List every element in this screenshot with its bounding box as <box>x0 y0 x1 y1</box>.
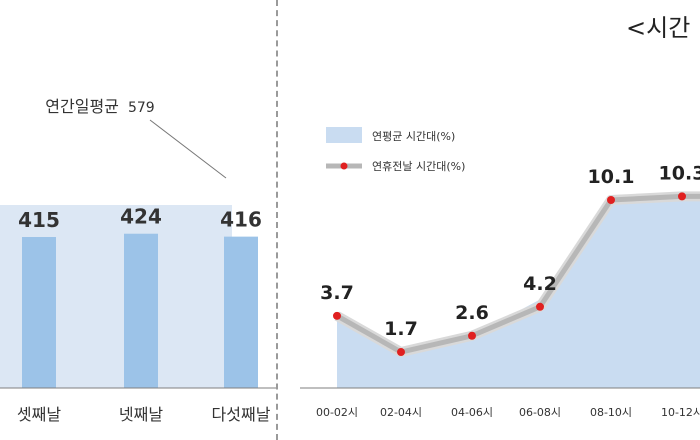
x-tick-label: 10-12시 <box>661 406 700 419</box>
bar-value-label: 415 <box>18 208 60 232</box>
bar <box>22 237 56 388</box>
daily-bar-chart: 연간일평균 579 415 셋째날 424 넷째날 416 다섯째날 <box>0 0 276 440</box>
bar <box>224 236 258 388</box>
annual-average-pointer <box>149 119 227 179</box>
line-marker <box>678 192 686 201</box>
point-label: 10.1 <box>588 166 635 188</box>
annual-average-area <box>337 198 700 388</box>
legend-label: 연평균 시간대(%) <box>372 130 455 143</box>
legend-swatch-area <box>326 127 362 143</box>
x-tick-label: 00-02시 <box>316 406 358 419</box>
category-label: 다섯째날 <box>212 405 271 424</box>
x-tick-group: 00-02시 02-04시 04-06시 06-08시 08-10시 10-12시 <box>316 406 700 419</box>
line-marker <box>397 348 405 357</box>
bar-chart-svg: 연간일평균 579 415 셋째날 424 넷째날 416 다섯째날 <box>0 97 276 424</box>
line-marker <box>468 331 476 340</box>
line-marker <box>536 302 544 311</box>
category-label: 넷째날 <box>119 405 163 424</box>
hourly-line-chart: <시간 연평균 시간대(%) 연휴전날 시간대(%) 3.7 1.7 2.6 4.2 10… <box>280 0 700 440</box>
chart-title: <시간 <box>626 14 690 42</box>
point-label: 4.2 <box>523 273 557 295</box>
point-label: 1.7 <box>384 318 418 340</box>
line-chart-svg: <시간 연평균 시간대(%) 연휴전날 시간대(%) 3.7 1.7 2.6 4.2 10… <box>300 14 700 419</box>
bar-value-label: 424 <box>120 205 162 229</box>
x-tick-label: 08-10시 <box>590 406 632 419</box>
data-label-group: 3.7 1.7 2.6 4.2 10.1 10.3 <box>320 162 700 340</box>
annual-average-label: 연간일평균 579 <box>45 97 154 116</box>
x-tick-label: 04-06시 <box>451 406 493 419</box>
panel-divider <box>276 0 278 440</box>
line-marker <box>333 311 341 320</box>
bar <box>124 233 158 388</box>
bar-group: 415 셋째날 424 넷째날 416 다섯째날 <box>17 205 271 424</box>
point-label: 2.6 <box>455 302 489 324</box>
annual-average-label-text: 연간일평균 <box>45 97 119 116</box>
annual-average-value: 579 <box>128 100 155 116</box>
point-label: 10.3 <box>659 162 700 184</box>
x-tick-label: 02-04시 <box>380 406 422 419</box>
line-marker <box>607 196 615 205</box>
legend: 연평균 시간대(%) 연휴전날 시간대(%) <box>326 127 465 173</box>
point-label: 3.7 <box>320 282 354 304</box>
legend-swatch-marker <box>340 162 348 170</box>
bar-value-label: 416 <box>220 208 262 232</box>
x-tick-label: 06-08시 <box>519 406 561 419</box>
legend-label: 연휴전날 시간대(%) <box>372 160 465 173</box>
marker-group <box>333 192 686 357</box>
category-label: 셋째날 <box>17 405 61 424</box>
